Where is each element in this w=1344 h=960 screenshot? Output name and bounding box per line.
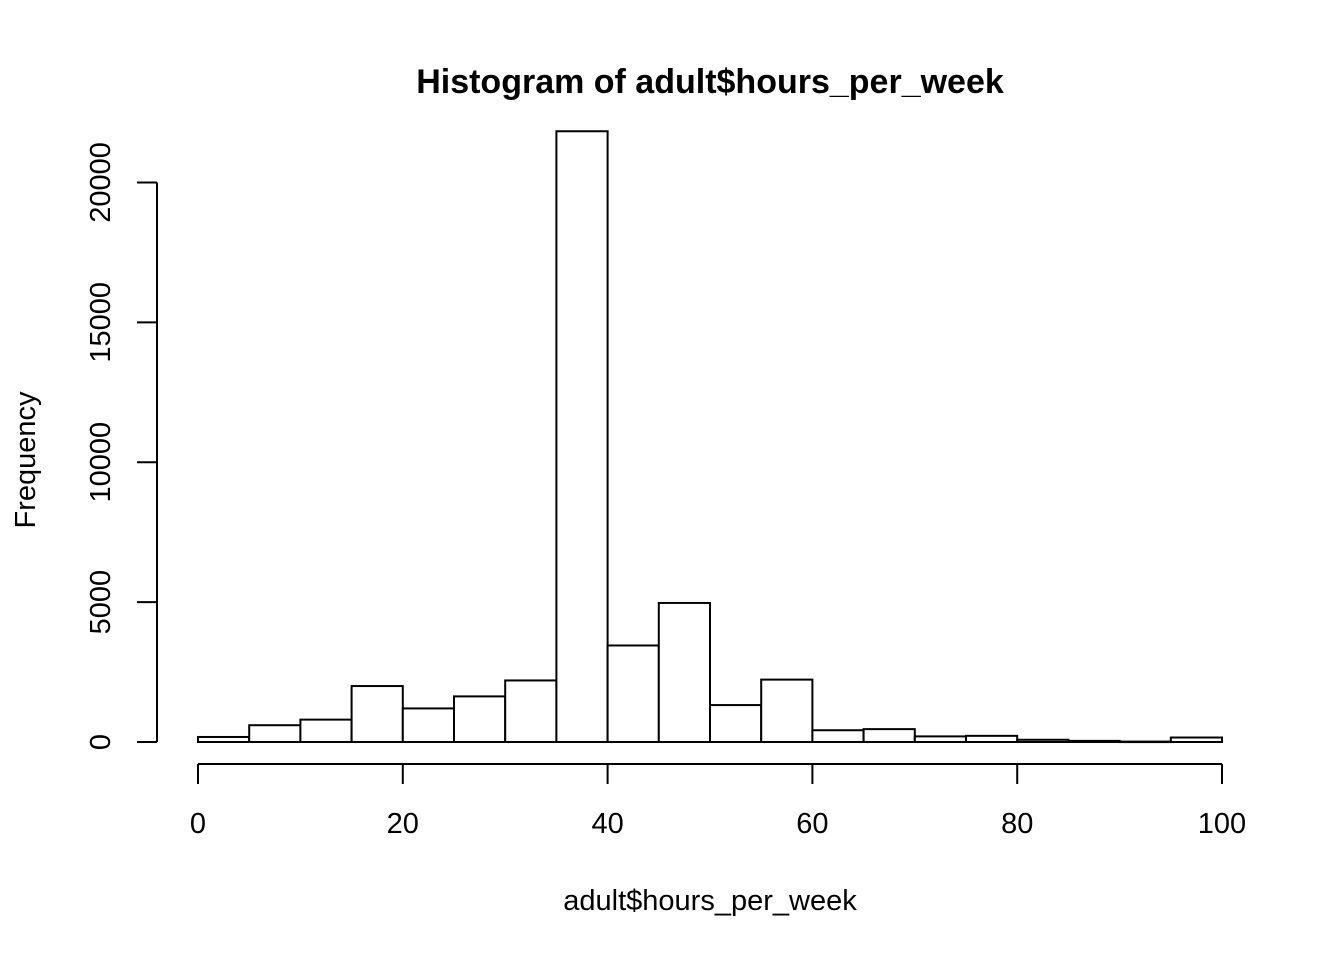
histogram-bar-80-85 <box>1016 738 1070 744</box>
histogram-bar-85-90 <box>1067 739 1121 744</box>
y-tick-label-10000: 10000 <box>85 422 117 503</box>
y-tick-label-20000: 20000 <box>85 142 117 223</box>
histogram-bar-10-15 <box>299 718 353 743</box>
histogram-bar-40-45 <box>606 644 660 743</box>
x-tick-label-100: 100 <box>1198 808 1246 840</box>
histogram-bar-65-70 <box>862 728 916 743</box>
histogram-bar-70-75 <box>913 735 967 743</box>
y-axis: 0 5000 10000 15000 20000 <box>85 142 158 750</box>
histogram-bar-95-100 <box>1169 736 1224 743</box>
histogram-bar-50-55 <box>709 704 763 744</box>
histogram-bar-45-50 <box>657 601 711 743</box>
histogram-bar-20-25 <box>401 707 455 743</box>
x-tick-label-60: 60 <box>796 808 828 840</box>
histogram-bar-30-35 <box>504 679 558 744</box>
bars-group <box>197 130 1224 744</box>
y-axis-label: Frequency <box>10 391 42 529</box>
histogram-bar-75-80 <box>965 734 1019 743</box>
histogram-bar-15-20 <box>350 685 404 744</box>
y-tick-label-0: 0 <box>85 734 117 750</box>
histogram-bar-25-30 <box>453 695 507 743</box>
histogram-bar-5-10 <box>248 724 302 743</box>
histogram-bar-55-60 <box>760 678 814 743</box>
x-tick-label-40: 40 <box>591 808 623 840</box>
y-tick-label-5000: 5000 <box>85 570 117 635</box>
x-tick-label-20: 20 <box>387 808 419 840</box>
x-axis-label: adult$hours_per_week <box>563 885 857 917</box>
x-tick-label-0: 0 <box>190 808 206 840</box>
x-tick-label-80: 80 <box>1001 808 1033 840</box>
chart-title: Histogram of adult$hours_per_week <box>416 63 1004 101</box>
histogram-bar-60-65 <box>811 729 865 744</box>
x-axis: 0 20 40 60 80 100 <box>190 763 1246 840</box>
histogram-bar-90-95 <box>1118 740 1172 744</box>
histogram-bar-0-5 <box>197 735 251 744</box>
histogram-bar-35-40 <box>555 130 609 743</box>
y-tick-label-15000: 15000 <box>85 282 117 363</box>
